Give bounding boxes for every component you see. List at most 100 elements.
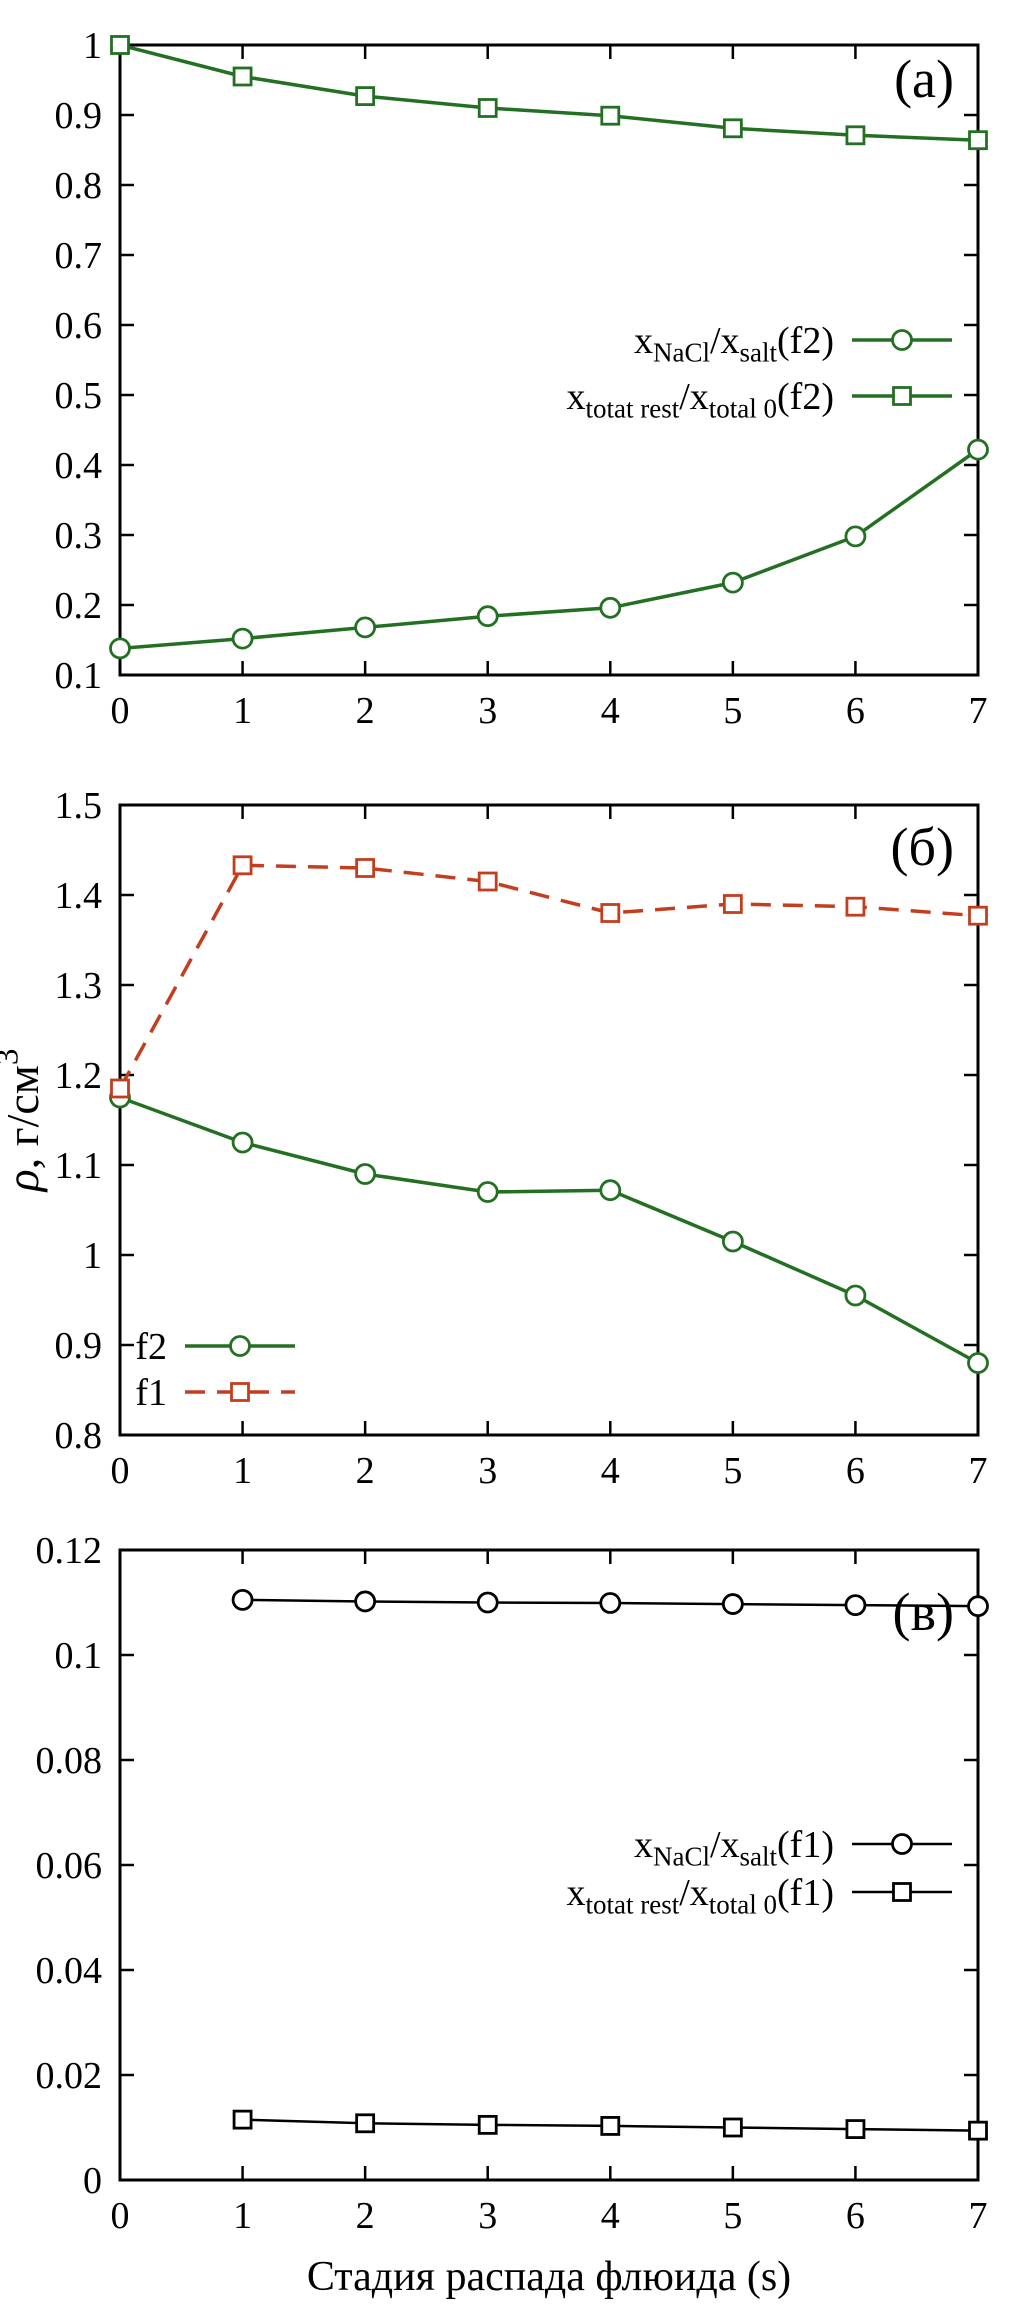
chart-a-svg: 0 1 2 3 4 5 6 7 0.1 0.2 0.3 0.4 0.5 0.6 0.7 0.8 0.9 1 xNaC… [55,25,989,732]
legend-marker-square [892,386,912,406]
marker-square [110,35,130,55]
marker-square [845,125,866,146]
plot-border [118,803,980,1437]
panel-label: (а) [894,49,954,109]
y-tick-label: 0.8 [55,165,103,207]
marker-circle [476,1181,499,1203]
y-tick-label: 0.1 [55,1635,103,1677]
marker-square [968,2120,988,2141]
y-tick-label: 0.2 [55,585,103,627]
x-tick-label: 3 [478,2195,497,2237]
marker-square [722,894,743,914]
chart-c-svg: 0 1 2 3 4 5 6 7 0 0.02 0.04 0.06 0.08 0.1 0.12 xNaCl/xs… [36,1530,989,2300]
marker-square [600,2116,621,2136]
marker-circle [599,596,622,619]
tick-labels: 0 1 2 3 4 5 6 7 0.1 0.2 0.3 0.4 0.5 0.6 0.7 0.8 0.9 1 [55,25,988,732]
marker-circle [967,1352,989,1374]
legend-label: xNaCl/xsalt(f2) [634,320,834,367]
y-axis-label: ρ, г/см3 [0,1049,48,1194]
x-tick-label: 3 [478,1450,497,1492]
marker-square [110,1078,130,1099]
tick-labels: 0 1 2 3 4 5 6 7 0 0.02 0.04 0.06 0.08 0.1 0.12 [36,1530,988,2237]
y-tick-label: 1.2 [55,1055,103,1097]
chart-panel-c: 0 1 2 3 4 5 6 7 0 0.02 0.04 0.06 0.08 0.1 0.12 xNaCl/xs… [0,1520,1010,2306]
legend-label: xtotat rest/xtotal 0(f1) [566,1872,834,1919]
y-tick-label: 1.1 [55,1145,103,1187]
marker-square [477,2114,498,2135]
x-tick-label: 5 [723,2195,742,2237]
x-tick-label: 0 [111,2195,130,2237]
x-tick-label: 4 [601,2195,620,2237]
marker-circle [599,1179,622,1202]
marker-circle [476,1591,499,1614]
chart-panel-a: 0 1 2 3 4 5 6 7 0.1 0.2 0.3 0.4 0.5 0.6 0.7 0.8 0.9 1 xNaC… [0,0,1010,760]
plot-border [118,1548,980,2182]
marker-circle [354,1163,377,1185]
marker-circle [844,1594,867,1617]
x-tick-label: 6 [846,2195,865,2237]
marker-circle [476,605,499,628]
x-tick-label: 3 [478,690,497,732]
y-tick-label: 0.9 [55,1325,103,1367]
y-tick-label: 1.5 [55,785,103,827]
legend: xNaCl/xsalt(f2) xtotat rest/xtotal 0(f2) [566,320,952,423]
marker-square [355,858,376,878]
y-tick-label: 0.04 [36,1950,103,1992]
legend-label: xNaCl/xsalt(f1) [634,1824,834,1871]
x-tick-label: 2 [356,690,375,732]
legend-label: f2 [135,1326,167,1368]
x-tick-label: 6 [846,1450,865,1492]
x-tick-label: 1 [233,2195,252,2237]
y-tick-label: 0.6 [55,305,103,347]
marker-square [845,896,866,917]
y-tick-label: 1 [83,1235,102,1277]
marker-square [232,2109,253,2130]
legend-marker-circle [891,329,913,351]
legend-marker-circle [229,1335,251,1357]
series-line-x-nacl-x-salt-f2- [119,448,980,651]
marker-circle [844,1284,867,1307]
y-tick-label: 0.9 [55,95,103,137]
marker-square [845,2119,866,2139]
series-f1 [110,855,988,1099]
axis-ticks [118,1548,980,2182]
marker-circle [354,616,377,639]
marker-square [477,98,498,118]
tick-labels: 0 1 2 3 4 5 6 7 0.8 0.9 1 1.1 1.2 1.3 1.4 1.5 [55,785,988,1492]
y-tick-label: 1 [83,25,102,67]
panel-label: (в) [893,1582,954,1642]
marker-circle [599,1592,622,1614]
y-tick-label: 0.5 [55,375,103,417]
x-tick-label: 2 [356,2195,375,2237]
marker-circle [231,1131,254,1154]
marker-square [968,130,988,151]
y-tick-label: 0.8 [55,1415,103,1457]
x-tick-label: 2 [356,1450,375,1492]
y-tick-label: 0.06 [36,1845,103,1887]
x-tick-label: 4 [601,690,620,732]
x-tick-label: 7 [969,1450,988,1492]
marker-square [722,2117,743,2138]
series-x-totat-rest-x-total-0-f1- [232,2109,988,2141]
x-tick-label: 5 [723,1450,742,1492]
marker-circle [231,627,254,650]
marker-circle [231,1588,254,1611]
y-tick-label: 0 [83,2160,102,2202]
marker-square [355,2113,376,2134]
marker-square [232,855,253,876]
x-tick-label: 7 [969,690,988,732]
x-tick-label: 7 [969,2195,988,2237]
x-tick-label: 4 [601,1450,620,1492]
series-f2 [109,1086,989,1374]
y-tick-label: 1.3 [55,965,103,1007]
legend-marker-square [892,1882,912,1902]
marker-circle [109,637,131,660]
marker-square [722,118,743,139]
y-tick-label: 0.08 [36,1740,103,1782]
y-tick-label: 0.12 [36,1530,103,1572]
x-tick-label: 5 [723,690,742,732]
y-tick-label: 0.7 [55,235,103,277]
